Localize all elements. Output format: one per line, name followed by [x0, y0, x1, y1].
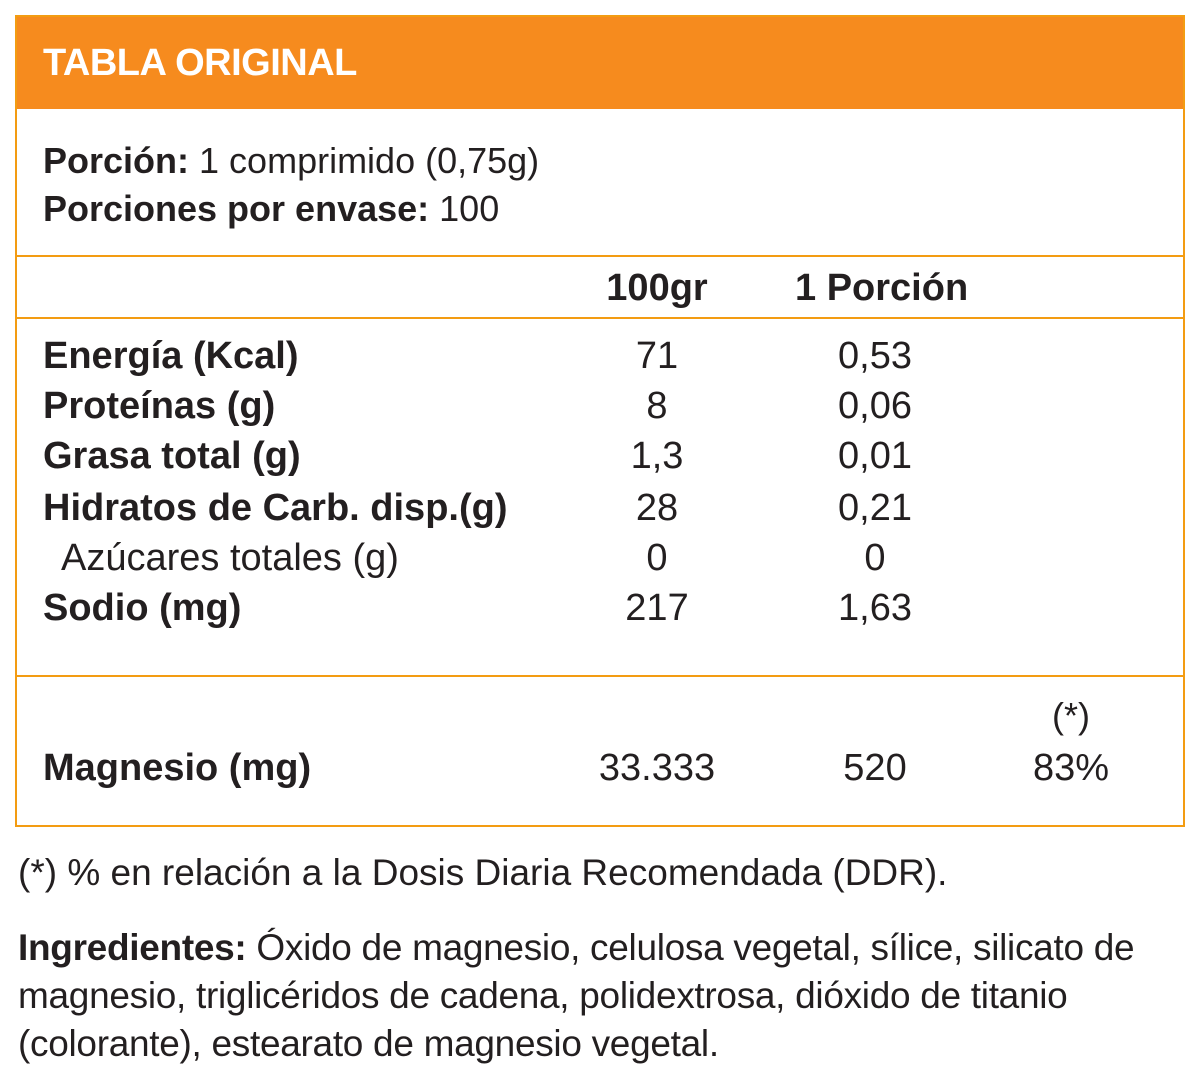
nutrient-name: Sodio (mg) [43, 587, 242, 629]
nutrient-value-portion: 0,06 [838, 385, 912, 427]
portion-info: Porción: 1 comprimido (0,75g) Porciones … [43, 137, 539, 233]
table-header: TABLA ORIGINAL [17, 17, 1183, 109]
ingredients-label: Ingredientes: [18, 927, 247, 968]
nutrient-value-100gr: 33.333 [598, 747, 716, 789]
nutrient-value-100gr: 0 [646, 537, 668, 579]
ddr-marker: (*) [1052, 695, 1090, 736]
ingredients-paragraph: Ingredientes: Óxido de magnesio, celulos… [18, 924, 1186, 1068]
column-header-portion: 1 Porción [795, 267, 969, 309]
nutrient-name: Proteínas (g) [43, 385, 276, 427]
ingredients-text: Óxido de magnesio, celulosa vegetal, síl… [18, 927, 1135, 1064]
nutrient-value-100gr: 217 [625, 587, 689, 629]
divider [17, 255, 1183, 257]
nutrient-row-sugars: Azúcares totales (g) 0 0 [17, 537, 1183, 587]
divider [17, 675, 1183, 677]
portions-per-package-label: Porciones por envase: [43, 188, 430, 229]
nutrient-name: Magnesio (mg) [43, 747, 312, 789]
nutrient-name: Energía (Kcal) [43, 335, 299, 377]
nutrient-value-portion: 0,21 [838, 487, 912, 529]
portions-per-package-value: 100 [439, 188, 500, 229]
nutrient-value-portion: 520 [843, 747, 907, 789]
nutrient-value-100gr: 1,3 [630, 435, 684, 477]
nutrient-value-100gr: 8 [646, 385, 668, 427]
nutrient-row-carbs: Hidratos de Carb. disp.(g) 28 0,21 [17, 487, 1183, 537]
portion-value: 1 comprimido (0,75g) [199, 140, 540, 181]
nutrient-value-100gr: 28 [635, 487, 679, 529]
nutrient-row-energy: Energía (Kcal) 71 0,53 [17, 335, 1183, 385]
nutrient-value-portion: 1,63 [838, 587, 912, 629]
portion-label: Porción: [43, 140, 190, 181]
nutrient-value-portion: 0 [864, 537, 886, 579]
nutrient-row-fat: Grasa total (g) 1,3 0,01 [17, 435, 1183, 485]
nutrient-row-sodium: Sodio (mg) 217 1,63 [17, 587, 1183, 637]
ddr-footnote: (*) % en relación a la Dosis Diaria Reco… [18, 852, 948, 893]
nutrient-row-magnesium: Magnesio (mg) 33.333 520 83% [17, 747, 1183, 797]
portions-per-package-line: Porciones por envase: 100 [43, 185, 539, 233]
nutrient-name: Hidratos de Carb. disp.(g) [43, 487, 508, 529]
portion-line: Porción: 1 comprimido (0,75g) [43, 137, 539, 185]
nutrient-name: Azúcares totales (g) [61, 537, 399, 579]
ddr-percent: 83% [1032, 747, 1110, 789]
column-header-100gr: 100gr [606, 267, 708, 309]
nutrition-table: TABLA ORIGINAL Porción: 1 comprimido (0,… [15, 15, 1185, 827]
nutrient-value-portion: 0,53 [838, 335, 912, 377]
table-title: TABLA ORIGINAL [43, 41, 357, 84]
nutrient-row-protein: Proteínas (g) 8 0,06 [17, 385, 1183, 435]
nutrient-name: Grasa total (g) [43, 435, 301, 477]
nutrient-value-portion: 0,01 [838, 435, 912, 477]
divider [17, 317, 1183, 319]
nutrient-value-100gr: 71 [635, 335, 679, 377]
